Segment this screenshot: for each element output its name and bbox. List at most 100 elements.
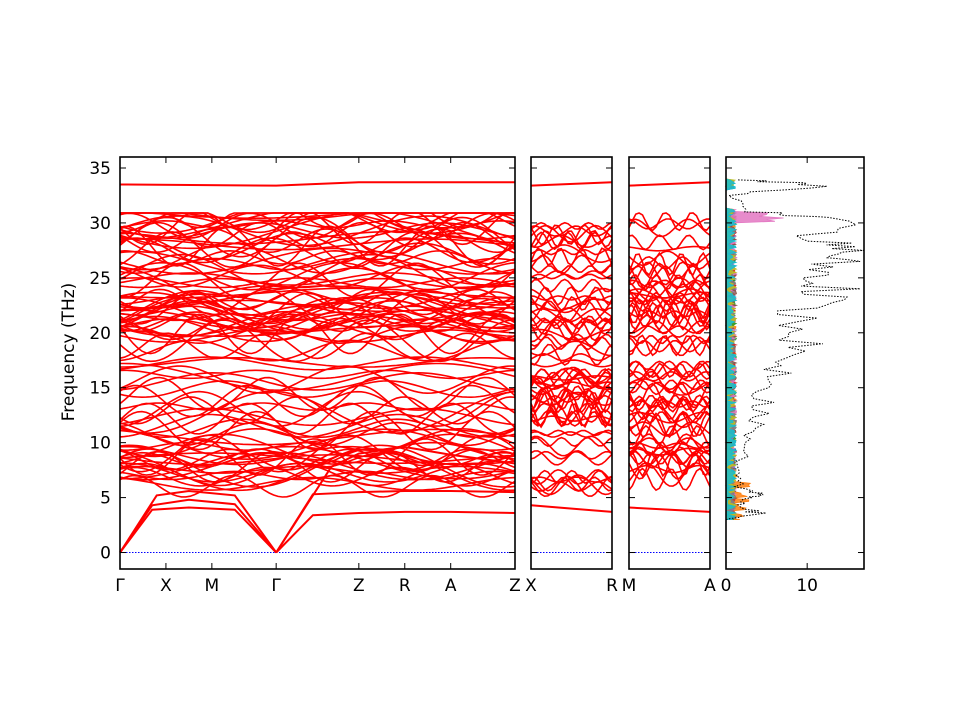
band-line — [119, 448, 516, 467]
band-line — [120, 445, 516, 480]
band-line — [530, 273, 613, 280]
band-line — [119, 418, 516, 439]
band-line — [119, 272, 516, 286]
band-line — [119, 428, 516, 461]
band-line — [119, 413, 516, 438]
band-line — [119, 325, 516, 337]
band-line — [628, 245, 711, 252]
band-line — [530, 244, 613, 264]
band-line — [628, 218, 711, 238]
panel-frames-layer — [119, 156, 865, 570]
band-line — [628, 378, 711, 396]
band-line — [119, 329, 516, 343]
band-line — [119, 212, 516, 234]
band-line — [530, 286, 613, 306]
y-tick-label: 20 — [89, 324, 111, 344]
band-line — [628, 334, 711, 345]
band-line — [628, 273, 711, 291]
band-line — [530, 391, 613, 407]
band-line — [119, 318, 516, 329]
band-line — [628, 280, 711, 304]
panel-frame-x-r — [530, 156, 613, 570]
band-group-m-a — [628, 181, 711, 554]
dos-x-tick-label: 0 — [721, 576, 732, 596]
band-line — [530, 410, 613, 428]
x-tick-label: Γ — [271, 576, 281, 596]
band-acoustic-1 — [119, 506, 277, 554]
band-line — [119, 216, 516, 258]
band-line — [119, 421, 516, 447]
y-tick-label: 5 — [100, 489, 111, 509]
x-tick-label: A — [445, 576, 457, 596]
band-line — [628, 394, 711, 412]
band-line — [530, 381, 613, 387]
band-line — [530, 306, 613, 324]
band-line — [119, 319, 516, 363]
band-line — [530, 270, 613, 280]
band-line — [628, 360, 711, 379]
band-line — [530, 468, 613, 485]
band-line — [628, 303, 711, 328]
band-line — [628, 325, 711, 334]
band-line — [120, 212, 515, 229]
band-line — [530, 264, 613, 274]
band-line — [628, 256, 711, 270]
band-group-x-r — [530, 181, 613, 554]
y-tick-label: 35 — [89, 159, 111, 179]
band-line — [119, 380, 516, 399]
band-line — [119, 237, 516, 264]
band-line — [628, 379, 711, 396]
band-line — [628, 437, 711, 449]
band-line — [530, 343, 613, 366]
band-line — [530, 333, 613, 347]
band-line — [628, 461, 711, 487]
band-line — [119, 291, 516, 320]
band-line — [119, 451, 516, 481]
band-line — [628, 411, 711, 437]
band-line — [119, 402, 516, 435]
band-line — [628, 450, 711, 466]
total-dos-line — [725, 179, 865, 521]
y-tick-label: 15 — [89, 379, 111, 399]
x-tick-label: Γ — [115, 576, 125, 596]
band-line — [119, 402, 516, 411]
band-line — [628, 464, 711, 474]
band-line — [530, 224, 613, 246]
band-line — [530, 385, 613, 396]
band-line — [119, 212, 516, 250]
band-line — [120, 362, 516, 392]
band-line — [628, 336, 711, 357]
band-line — [119, 230, 516, 245]
band-line — [119, 454, 516, 466]
band-top — [628, 181, 711, 187]
band-line — [119, 238, 516, 251]
band-line — [530, 298, 613, 312]
band-line — [119, 285, 516, 309]
band-line — [628, 279, 711, 289]
band-line — [530, 318, 613, 330]
band-low — [628, 506, 711, 513]
y-axis-label: Frequency (THz) — [59, 283, 79, 422]
dos-panel-frame — [725, 156, 865, 570]
band-line — [530, 435, 613, 457]
x-tick-label: A — [704, 576, 716, 596]
band-acoustic-2 — [119, 498, 277, 554]
band-line — [530, 449, 613, 466]
band-line — [530, 367, 613, 389]
band-line — [628, 301, 711, 320]
band-low — [530, 504, 613, 513]
band-top — [530, 181, 613, 187]
band-group-gamma-x-m-gamma-z-r-a-z — [119, 181, 516, 554]
band-line — [119, 433, 516, 465]
band-lines-layer — [119, 178, 865, 554]
band-line — [530, 366, 613, 390]
y-tick-label: 25 — [89, 269, 111, 289]
band-line — [119, 396, 516, 425]
band-line — [119, 253, 516, 290]
x-tick-label: R — [606, 576, 618, 596]
band-line — [628, 411, 711, 424]
dos-group — [724, 178, 865, 521]
band-line — [530, 278, 613, 293]
